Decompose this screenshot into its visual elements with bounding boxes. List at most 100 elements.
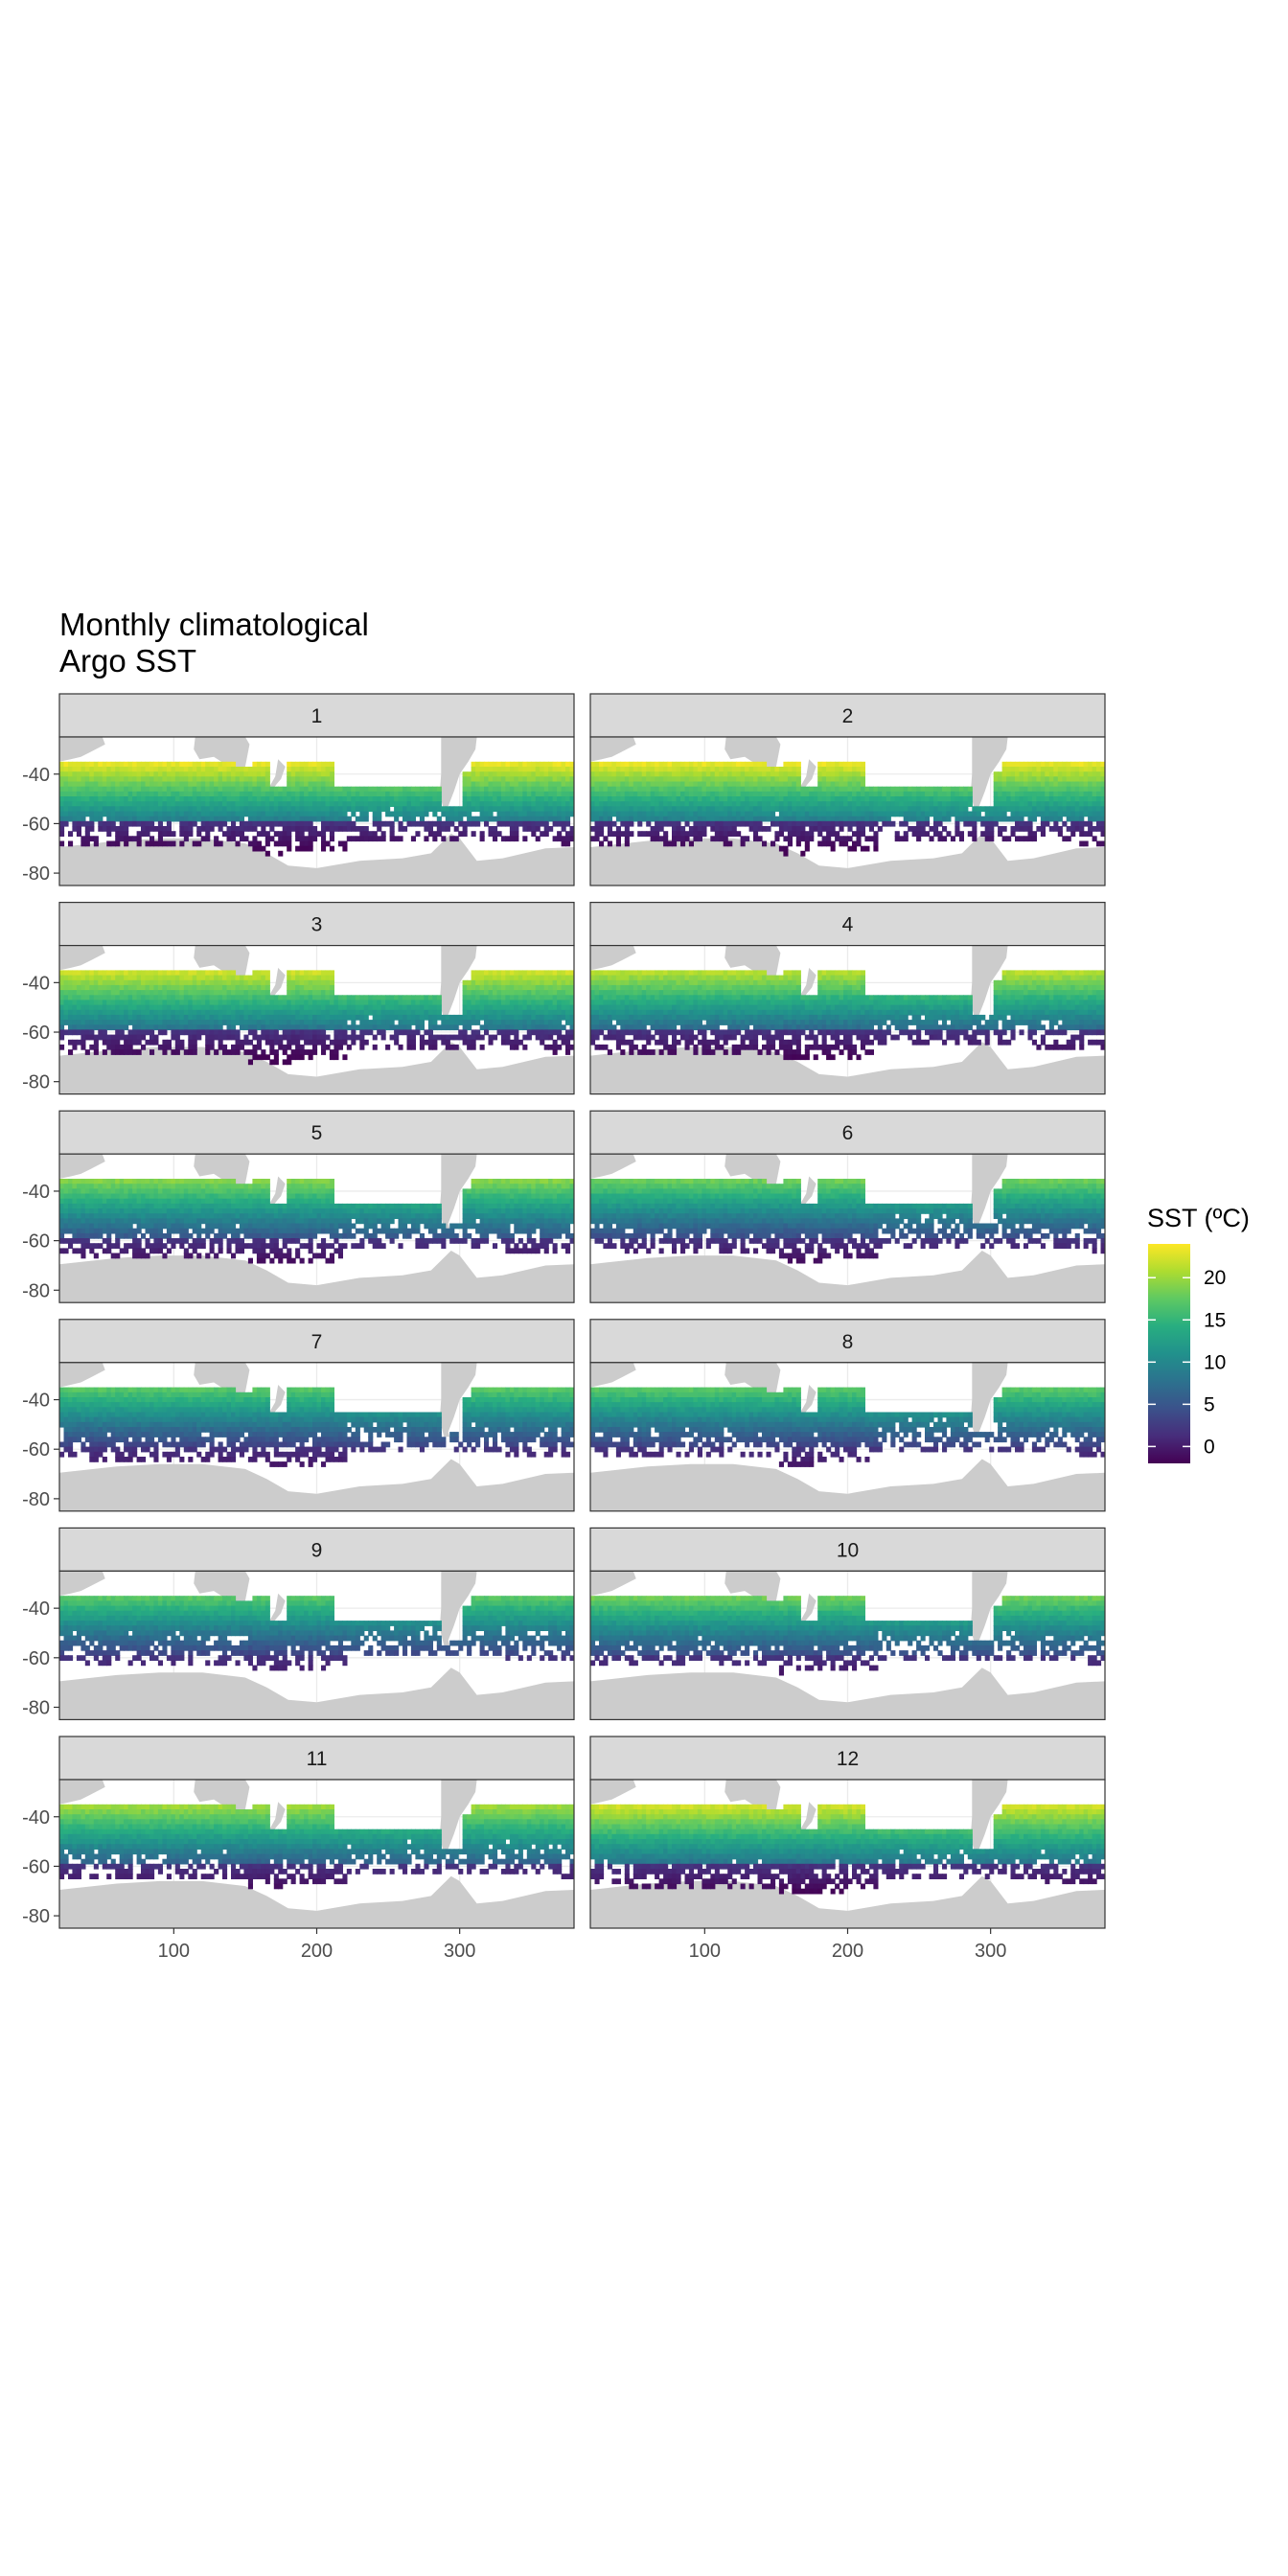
sst-tile bbox=[783, 845, 789, 852]
sst-tile bbox=[484, 1004, 490, 1011]
sst-tile bbox=[795, 840, 801, 847]
sst-tile bbox=[543, 1024, 549, 1031]
sst-tile bbox=[723, 806, 728, 813]
sst-tile bbox=[247, 979, 253, 986]
sst-tile bbox=[304, 840, 310, 847]
sst-tile bbox=[84, 806, 90, 813]
sst-tile bbox=[124, 806, 129, 813]
sst-tile bbox=[557, 836, 563, 842]
sst-tile bbox=[509, 776, 515, 783]
sst-tile bbox=[218, 776, 223, 783]
sst-tile bbox=[436, 806, 442, 813]
sst-tile bbox=[1027, 767, 1033, 772]
sst-tile bbox=[980, 820, 986, 827]
sst-tile bbox=[753, 791, 759, 797]
sst-tile bbox=[505, 1004, 511, 1011]
sst-tile bbox=[552, 1044, 558, 1050]
sst-tile bbox=[667, 791, 673, 797]
sst-tile bbox=[843, 811, 849, 817]
sst-tile bbox=[753, 767, 759, 772]
sst-tile bbox=[607, 1020, 612, 1025]
sst-tile bbox=[1057, 816, 1063, 822]
sst-tile bbox=[93, 990, 99, 996]
sst-tile bbox=[174, 811, 180, 817]
sst-tile bbox=[273, 786, 279, 793]
sst-tile bbox=[247, 1004, 253, 1011]
sst-tile bbox=[398, 801, 403, 807]
sst-tile bbox=[127, 995, 133, 1001]
sst-tile bbox=[252, 990, 258, 996]
sst-tile bbox=[493, 806, 498, 813]
sst-tile bbox=[84, 1049, 90, 1055]
sst-tile bbox=[115, 1039, 121, 1046]
sst-tile bbox=[916, 831, 922, 837]
sst-tile bbox=[308, 1049, 313, 1055]
sst-tile bbox=[946, 791, 952, 797]
sst-tile bbox=[290, 786, 296, 793]
sst-tile bbox=[972, 831, 978, 837]
sst-tile bbox=[329, 761, 334, 768]
sst-tile bbox=[132, 791, 138, 797]
sst-tile bbox=[629, 979, 634, 986]
sst-tile bbox=[166, 761, 172, 768]
sst-tile bbox=[406, 1024, 412, 1031]
sst-tile bbox=[615, 1009, 621, 1016]
sst-tile bbox=[637, 970, 643, 977]
sst-tile bbox=[377, 801, 382, 807]
sst-tile bbox=[449, 816, 455, 822]
sst-tile bbox=[337, 1000, 343, 1006]
sst-tile bbox=[295, 1029, 301, 1036]
sst-tile bbox=[826, 801, 832, 807]
sst-tile bbox=[860, 781, 865, 788]
sst-tile bbox=[287, 840, 292, 847]
sst-tile bbox=[650, 826, 656, 832]
sst-tile bbox=[976, 816, 981, 822]
sst-tile bbox=[509, 990, 515, 996]
sst-tile bbox=[372, 1009, 378, 1016]
sst-tile bbox=[308, 1000, 313, 1006]
sst-tile bbox=[287, 1020, 292, 1025]
sst-tile bbox=[84, 1000, 90, 1006]
sst-tile bbox=[110, 840, 116, 847]
sst-tile bbox=[522, 984, 528, 991]
sst-tile bbox=[615, 781, 621, 788]
sst-tile bbox=[247, 995, 253, 1001]
sst-tile bbox=[295, 767, 301, 772]
sst-tile bbox=[603, 1004, 609, 1011]
sst-tile bbox=[552, 791, 558, 797]
sst-tile bbox=[1036, 811, 1042, 817]
sst-tile bbox=[299, 1034, 305, 1041]
sst-tile bbox=[278, 1000, 284, 1006]
sst-tile bbox=[821, 796, 827, 802]
sst-tile bbox=[1096, 776, 1102, 783]
sst-tile bbox=[98, 990, 104, 996]
sst-tile bbox=[864, 836, 870, 842]
sst-tile bbox=[1027, 761, 1033, 768]
sst-tile bbox=[102, 995, 107, 1001]
sst-tile bbox=[488, 1020, 494, 1025]
sst-tile bbox=[590, 1034, 596, 1041]
sst-tile bbox=[141, 984, 147, 991]
sst-tile bbox=[719, 781, 724, 788]
sst-tile bbox=[731, 806, 737, 813]
sst-tile bbox=[972, 806, 978, 813]
sst-tile bbox=[192, 820, 197, 827]
sst-tile bbox=[394, 995, 400, 1001]
sst-tile bbox=[299, 995, 305, 1001]
sst-tile bbox=[615, 826, 621, 832]
sst-tile bbox=[800, 850, 806, 857]
sst-tile bbox=[561, 767, 566, 772]
sst-tile bbox=[1045, 811, 1050, 817]
sst-tile bbox=[325, 796, 331, 802]
sst-tile bbox=[110, 1034, 116, 1041]
sst-tile bbox=[514, 786, 519, 793]
sst-tile bbox=[231, 816, 237, 822]
sst-tile bbox=[188, 1049, 194, 1055]
sst-tile bbox=[389, 836, 395, 842]
sst-tile bbox=[93, 836, 99, 842]
sst-tile bbox=[650, 767, 656, 772]
sst-tile bbox=[150, 984, 155, 991]
sst-tile bbox=[59, 781, 65, 788]
sst-tile bbox=[535, 806, 540, 813]
sst-tile bbox=[351, 791, 356, 797]
